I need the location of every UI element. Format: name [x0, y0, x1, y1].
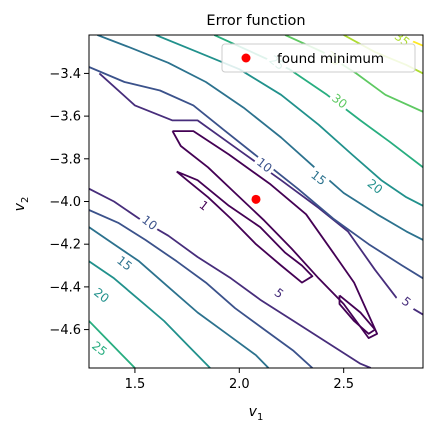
y-tick-label: −4.2: [49, 238, 81, 253]
x-tick-label: 1.5: [125, 377, 146, 392]
legend-label: found minimum: [277, 51, 384, 67]
x-tick-label: 2.5: [333, 377, 354, 392]
minimum-marker-layer: [252, 195, 261, 204]
minimum-marker: [252, 195, 261, 204]
x-axis-label-subscript: 1: [257, 412, 263, 423]
x-tick-label: 2.0: [229, 377, 250, 392]
y-tick-label: −3.4: [49, 67, 81, 82]
y-tick-label: −4.0: [49, 195, 81, 210]
y-tick-label: −3.6: [49, 110, 81, 125]
y-axis-label-subscript: 2: [20, 197, 31, 203]
legend: found minimum: [222, 44, 415, 72]
y-tick-label: −4.6: [49, 323, 81, 338]
y-tick-label: −4.4: [49, 280, 81, 295]
y-tick-label: −3.8: [49, 152, 81, 167]
legend-marker: [242, 54, 251, 63]
chart-title: Error function: [206, 13, 305, 29]
